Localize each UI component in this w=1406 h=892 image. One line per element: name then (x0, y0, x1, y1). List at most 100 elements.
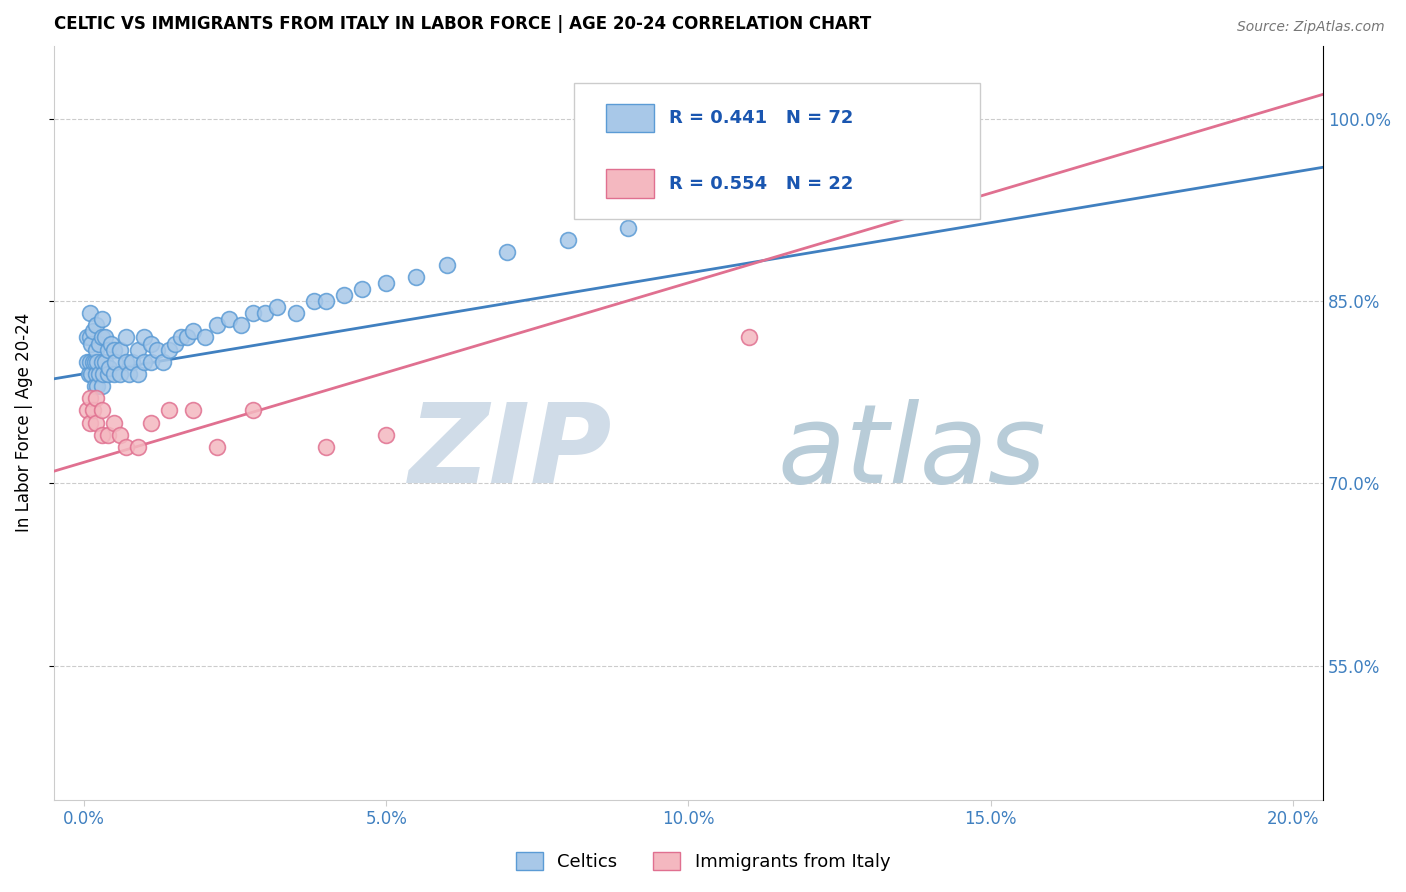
Point (110, 427, 132, 442)
Point (352, 282, 374, 296)
Point (91, 379, 114, 393)
Point (205, 318, 228, 333)
Point (157, 343, 180, 357)
Point (405, 269, 427, 284)
Point (93, 367, 115, 381)
Point (84, 355, 107, 369)
Point (375, 276, 398, 290)
Point (315, 440, 337, 454)
Point (121, 355, 143, 369)
Point (139, 336, 162, 351)
Point (104, 355, 127, 369)
Point (84, 318, 107, 333)
Point (97, 427, 120, 442)
Point (100, 336, 122, 351)
Point (617, 221, 640, 235)
Point (82, 403, 104, 417)
Point (82, 325, 104, 339)
Point (181, 403, 204, 417)
Point (97, 343, 120, 357)
Point (152, 355, 174, 369)
Bar (606, 169, 654, 198)
Point (799, 112, 821, 126)
Point (94, 330, 117, 344)
Point (84, 416, 107, 430)
Point (86, 355, 108, 369)
Point (77, 367, 100, 381)
Point (91, 330, 114, 344)
Point (84, 367, 107, 381)
Text: R = 0.441   N = 72: R = 0.441 N = 72 (669, 109, 853, 127)
Point (242, 306, 264, 320)
Point (266, 300, 288, 314)
Point (242, 403, 264, 417)
Point (333, 288, 356, 302)
Point (127, 343, 149, 357)
Point (97, 367, 120, 381)
Point (157, 403, 180, 417)
Point (79, 391, 101, 405)
Point (139, 416, 162, 430)
FancyBboxPatch shape (574, 83, 980, 219)
Text: CELTIC VS IMMIGRANTS FROM ITALY IN LABOR FORCE | AGE 20-24 CORRELATION CHART: CELTIC VS IMMIGRANTS FROM ITALY IN LABOR… (53, 15, 872, 33)
Point (163, 336, 186, 351)
Point (181, 325, 204, 339)
Point (127, 367, 149, 381)
Point (436, 258, 458, 272)
Point (738, 330, 761, 344)
Point (134, 355, 156, 369)
Point (496, 245, 519, 260)
Y-axis label: In Labor Force | Age 20-24: In Labor Force | Age 20-24 (15, 313, 32, 533)
Point (91, 403, 114, 417)
Text: R = 0.554   N = 22: R = 0.554 N = 22 (669, 175, 853, 193)
Point (89, 367, 111, 381)
Point (84, 343, 107, 357)
Text: Source: ZipAtlas.com: Source: ZipAtlas.com (1237, 20, 1385, 34)
Point (115, 330, 138, 344)
Point (170, 330, 193, 344)
Point (84, 379, 107, 393)
Point (79, 330, 101, 344)
Point (76, 403, 98, 417)
Point (145, 343, 167, 357)
Point (127, 440, 149, 454)
Point (375, 427, 398, 442)
Point (103, 343, 125, 357)
Point (218, 312, 240, 326)
Point (91, 312, 114, 326)
Point (80, 336, 103, 351)
Text: ZIP: ZIP (409, 400, 613, 507)
Point (79, 355, 101, 369)
Point (79, 306, 101, 320)
Point (103, 367, 125, 381)
Point (91, 427, 114, 442)
Point (94, 355, 117, 369)
Point (176, 330, 198, 344)
Point (134, 330, 156, 344)
Point (110, 343, 132, 357)
Point (80, 367, 103, 381)
Point (103, 416, 125, 430)
Legend: Celtics, Immigrants from Italy: Celtics, Immigrants from Italy (509, 845, 897, 879)
Bar (606, 103, 654, 132)
Point (738, 185, 761, 199)
Point (284, 306, 307, 320)
Point (231, 318, 253, 333)
Point (91, 355, 114, 369)
Point (76, 330, 98, 344)
Point (86, 379, 108, 393)
Point (799, 161, 821, 175)
Point (79, 416, 101, 430)
Point (84, 391, 107, 405)
Point (315, 293, 337, 308)
Point (115, 440, 138, 454)
Point (205, 440, 228, 454)
Point (254, 306, 277, 320)
Point (194, 330, 217, 344)
Point (115, 355, 138, 369)
Point (302, 293, 325, 308)
Point (76, 355, 98, 369)
Point (110, 367, 132, 381)
Point (118, 367, 141, 381)
Point (557, 233, 579, 247)
